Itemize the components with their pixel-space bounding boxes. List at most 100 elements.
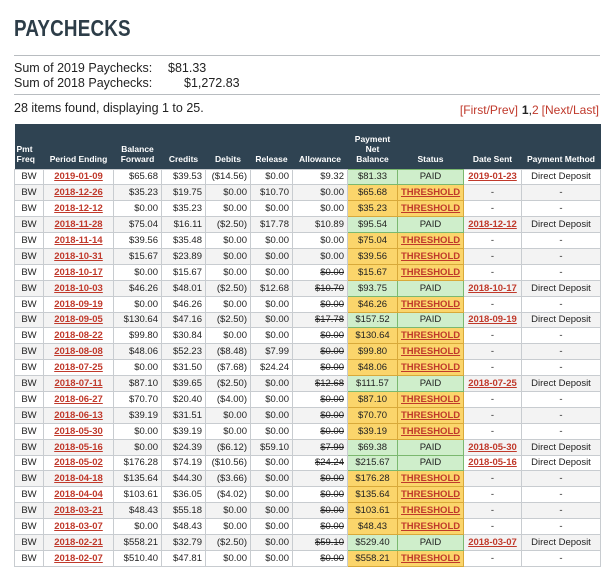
period-ending-link[interactable]: 2018-08-22 [54, 330, 103, 342]
debits-cell: ($2.50) [205, 375, 251, 392]
status-threshold-link[interactable]: THRESHOLD [401, 409, 461, 421]
period-ending-link[interactable]: 2018-09-05 [54, 314, 103, 326]
status-threshold-link[interactable]: THRESHOLD [401, 203, 461, 215]
period-ending-link[interactable]: 2018-03-07 [54, 521, 103, 533]
allowance-cell: $10.70 [292, 279, 348, 297]
date-sent-cell: 2018-03-07 [463, 533, 522, 551]
date-sent-link[interactable]: 2018-03-07 [468, 536, 517, 548]
col-credits: Credits [161, 124, 206, 169]
payment-method-cell: - [521, 263, 601, 281]
period-ending-link[interactable]: 2018-05-30 [54, 425, 103, 437]
allowance-cell: $24.24 [292, 454, 348, 472]
status-threshold-link[interactable]: THRESHOLD [401, 425, 461, 437]
status-threshold-link[interactable]: THRESHOLD [401, 393, 461, 405]
balance-forward-cell: $0.00 [113, 263, 162, 281]
balance-forward-cell: $0.00 [113, 422, 162, 440]
status-threshold-link[interactable]: THRESHOLD [401, 362, 461, 374]
status-threshold-link[interactable]: THRESHOLD [401, 489, 461, 501]
table-row: BW 2018-10-17 $0.00 $15.67 $0.00 $0.00 $0.00 $1… [14, 263, 601, 281]
date-sent-cell: - [463, 422, 522, 440]
date-sent-link[interactable]: 2019-01-23 [468, 171, 517, 183]
pmt-freq-cell: BW [14, 263, 44, 281]
release-cell: $0.00 [250, 533, 293, 551]
net-balance-cell: $103.61 [347, 502, 398, 520]
status-threshold-link[interactable]: THRESHOLD [401, 505, 461, 517]
status-threshold-link[interactable]: THRESHOLD [401, 266, 461, 278]
payment-method-cell: - [521, 184, 601, 202]
period-ending-link[interactable]: 2018-12-12 [54, 203, 103, 215]
pmt-freq-cell: BW [14, 279, 44, 297]
status-threshold-link[interactable]: THRESHOLD [401, 521, 461, 533]
status-cell: THRESHOLD [397, 406, 464, 424]
period-ending-link[interactable]: 2018-03-21 [54, 505, 103, 517]
date-sent-link[interactable]: 2018-12-12 [468, 219, 517, 231]
pmt-freq-cell: BW [14, 438, 44, 456]
balance-forward-cell: $0.00 [113, 359, 162, 377]
sum-row-2018: Sum of 2018 Paychecks: $1,272.83 [14, 76, 240, 91]
period-ending-link[interactable]: 2018-06-27 [54, 393, 103, 405]
period-ending-link[interactable]: 2018-02-07 [54, 552, 103, 564]
paycheck-sums: Sum of 2019 Paychecks: $81.33 Sum of 201… [14, 61, 240, 91]
period-ending-link[interactable]: 2018-06-13 [54, 409, 103, 421]
credits-cell: $19.75 [161, 184, 206, 202]
date-sent-cell: - [463, 502, 522, 520]
status-threshold-link[interactable]: THRESHOLD [401, 187, 461, 199]
credits-cell: $55.18 [161, 502, 206, 520]
sum-row-2019: Sum of 2019 Paychecks: $81.33 [14, 61, 240, 76]
status-threshold-link[interactable]: THRESHOLD [401, 473, 461, 485]
status-threshold-link[interactable]: THRESHOLD [401, 346, 461, 358]
debits-cell: $0.00 [205, 295, 251, 313]
period-ending-cell: 2018-05-30 [43, 422, 114, 440]
status-cell: THRESHOLD [397, 359, 464, 377]
debits-cell: $0.00 [205, 406, 251, 424]
credits-cell: $31.51 [161, 406, 206, 424]
period-ending-link[interactable]: 2018-12-26 [54, 187, 103, 199]
period-ending-link[interactable]: 2018-09-19 [54, 298, 103, 310]
allowance-value: $24.24 [314, 457, 344, 469]
sum-label: Sum of 2018 Paychecks: [14, 76, 153, 90]
net-balance-cell: $111.57 [347, 375, 398, 392]
period-ending-link[interactable]: 2018-10-03 [54, 282, 103, 294]
balance-forward-cell: $65.68 [113, 168, 162, 186]
period-ending-link[interactable]: 2018-11-14 [54, 235, 103, 246]
period-ending-link[interactable]: 2018-11-28 [54, 219, 103, 231]
period-ending-link[interactable]: 2018-08-08 [54, 346, 103, 358]
release-cell: $0.00 [250, 168, 293, 186]
status-threshold-link[interactable]: THRESHOLD [401, 330, 461, 342]
period-ending-link[interactable]: 2018-07-11 [54, 378, 103, 390]
period-ending-link[interactable]: 2018-07-25 [54, 362, 103, 374]
period-ending-link[interactable]: 2018-04-04 [54, 489, 103, 501]
payment-method-cell: - [521, 518, 601, 535]
date-sent-link[interactable]: 2018-09-19 [468, 314, 517, 326]
date-sent-link[interactable]: 2018-05-30 [468, 441, 517, 453]
status-threshold-link[interactable]: THRESHOLD [401, 552, 461, 564]
period-ending-link[interactable]: 2018-10-31 [54, 250, 103, 262]
period-ending-link[interactable]: 2018-10-17 [54, 266, 103, 278]
net-balance-cell: $46.26 [347, 295, 398, 313]
table-row: BW 2018-09-05 $130.64 $47.16 ($2.50) $0.00 $17… [14, 311, 601, 329]
next-last-link[interactable]: [Next/Last] [541, 103, 599, 117]
date-sent-link[interactable]: 2018-10-17 [468, 282, 517, 294]
table-row: BW 2018-06-27 $70.70 $20.40 ($4.00) $0.00 $0.0… [14, 390, 601, 408]
status-threshold-link[interactable]: THRESHOLD [401, 250, 461, 262]
date-sent-link[interactable]: 2018-05-16 [468, 457, 517, 469]
first-prev-link[interactable]: [First/Prev] [459, 103, 518, 117]
period-ending-link[interactable]: 2018-05-16 [54, 441, 103, 453]
period-ending-link[interactable]: 2018-02-21 [54, 536, 103, 548]
release-cell: $0.00 [250, 247, 293, 265]
period-ending-link[interactable]: 2019-01-09 [54, 171, 103, 183]
net-balance-cell: $176.28 [347, 470, 398, 488]
status-threshold-link[interactable]: THRESHOLD [401, 298, 461, 310]
date-sent-cell: - [463, 295, 522, 313]
table-row: BW 2018-10-03 $46.26 $48.01 ($2.50) $12.68 $10… [14, 279, 601, 297]
date-sent-link[interactable]: 2018-07-25 [468, 378, 517, 390]
paychecks-table: Pmt Freq Period Ending Balance Forward C… [14, 124, 601, 567]
status-threshold-link[interactable]: THRESHOLD [401, 235, 461, 246]
net-balance-cell: $70.70 [347, 406, 398, 424]
payment-method-cell: - [521, 247, 601, 265]
period-ending-link[interactable]: 2018-05-02 [54, 457, 103, 469]
period-ending-cell: 2018-08-22 [43, 327, 114, 345]
table-row: BW 2018-08-08 $48.06 $52.23 ($8.48) $7.99 $0.0… [14, 343, 601, 361]
period-ending-link[interactable]: 2018-04-18 [54, 473, 103, 485]
page-2-link[interactable]: 2 [531, 103, 539, 117]
